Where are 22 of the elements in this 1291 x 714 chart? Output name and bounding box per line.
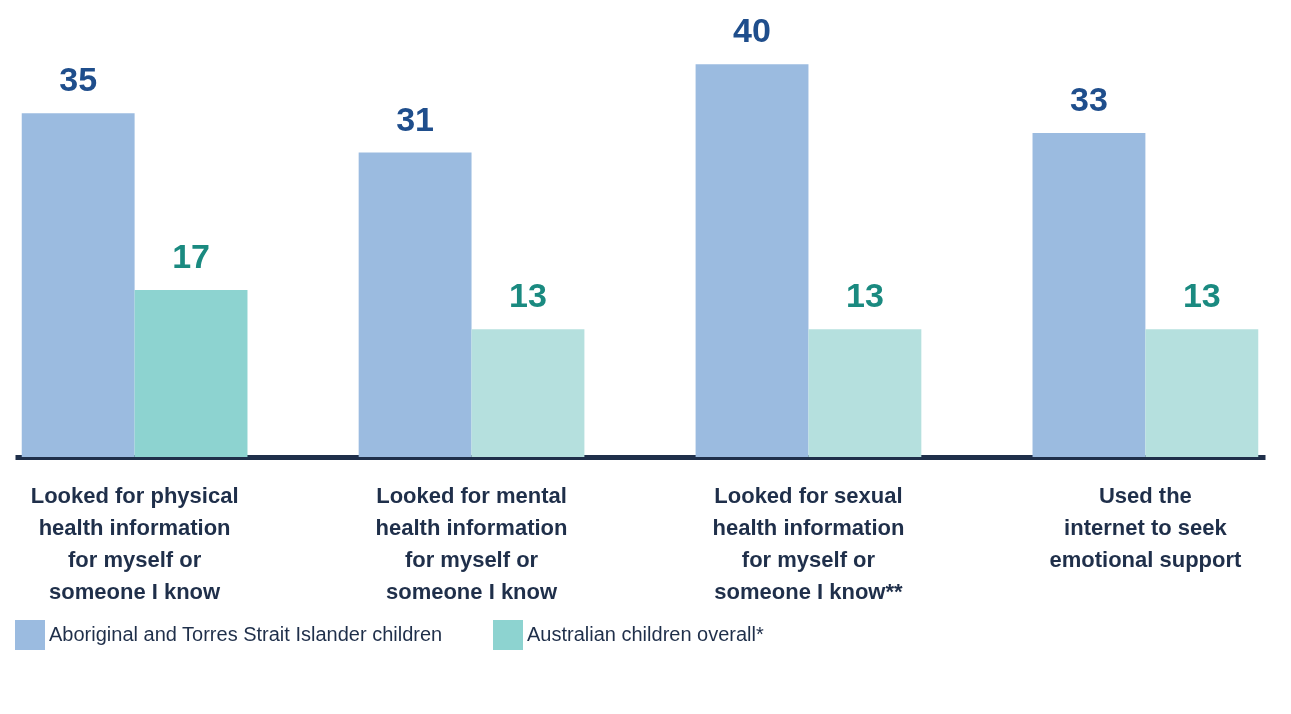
data-label: 13 (509, 276, 547, 315)
data-label: 33 (1070, 79, 1108, 118)
bar (358, 152, 472, 457)
bar (1145, 329, 1259, 457)
bar (471, 329, 585, 457)
x-tick-label: Looked for mental health information for myself or someone I know (375, 482, 568, 604)
bar (808, 329, 922, 457)
bar (695, 64, 809, 457)
bar (21, 113, 135, 457)
data-label: 17 (172, 237, 210, 276)
data-label: 31 (396, 99, 435, 138)
legend-label: Aboriginal and Torres Strait Islander children (49, 623, 443, 645)
data-label: 13 (845, 276, 884, 315)
data-label: 40 (733, 11, 771, 50)
x-tick-label: Looked for sexual health information for myself or someone I know** (712, 482, 905, 604)
bar (1032, 132, 1146, 457)
x-tick-label: Used the internet to seek emotional support (1049, 482, 1243, 572)
data-label: 35 (59, 60, 98, 99)
data-label: 13 (1182, 276, 1221, 315)
bar (134, 290, 248, 457)
legend-label: Australian children overall* (527, 623, 764, 645)
x-tick-label: Looked for physical health information for myself or someone I know (30, 482, 239, 604)
